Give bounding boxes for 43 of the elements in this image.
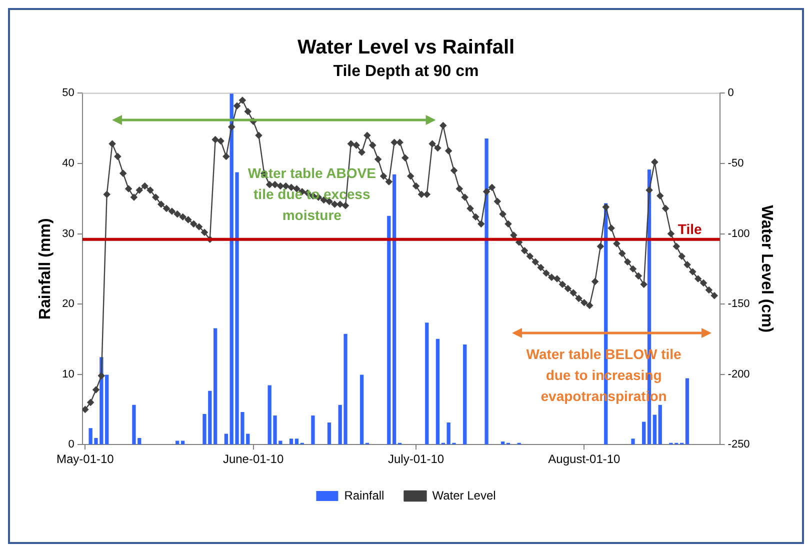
bar xyxy=(311,415,315,444)
bar xyxy=(436,338,440,444)
y-tick-label: 40 xyxy=(62,158,74,170)
bar xyxy=(224,434,228,444)
y-tick-label: 20 xyxy=(62,298,74,310)
x-tick-label: May-01-10 xyxy=(56,452,114,466)
y2-axis-title: Water Level (cm) xyxy=(758,205,775,333)
bar xyxy=(652,414,657,444)
chart-subtitle: Tile Depth at 90 cm xyxy=(333,63,479,80)
y2-tick-label: -150 xyxy=(728,298,750,310)
y-tick-label: 50 xyxy=(62,87,74,100)
bar xyxy=(294,438,299,444)
bar xyxy=(685,378,690,444)
y2-tick-label: -250 xyxy=(728,438,750,451)
y2-tick-label: -200 xyxy=(728,368,750,380)
x-tick-label: August-01-10 xyxy=(548,452,621,466)
y2-tick-label: -100 xyxy=(728,228,750,240)
legend-label: Rainfall xyxy=(344,488,384,502)
chart-title: Water Level vs Rainfall xyxy=(297,36,515,59)
bar xyxy=(425,322,429,444)
bar xyxy=(214,328,218,444)
y-axis-title: Rainfall (mm) xyxy=(37,218,54,320)
bar xyxy=(631,438,635,444)
bar xyxy=(500,441,505,444)
bar xyxy=(463,344,467,444)
bar xyxy=(642,422,646,444)
bar xyxy=(176,440,180,444)
bar xyxy=(658,404,662,444)
bar xyxy=(327,422,332,444)
bar xyxy=(289,438,294,444)
bar xyxy=(387,216,391,444)
y-tick-label: 30 xyxy=(62,228,74,240)
x-tick-label: July-01-10 xyxy=(388,452,444,466)
bar xyxy=(180,440,185,444)
x-tick-label: June-01-10 xyxy=(222,452,284,466)
bar xyxy=(392,174,396,444)
ref-line-label: Tile xyxy=(678,221,702,238)
legend-label: Water Level xyxy=(432,488,496,502)
y2-tick-label: -50 xyxy=(728,158,744,170)
y-tick-label: 0 xyxy=(68,438,74,451)
bar xyxy=(360,374,364,444)
y-tick-label: 10 xyxy=(62,368,74,380)
y2-tick-label: 0 xyxy=(728,87,734,100)
